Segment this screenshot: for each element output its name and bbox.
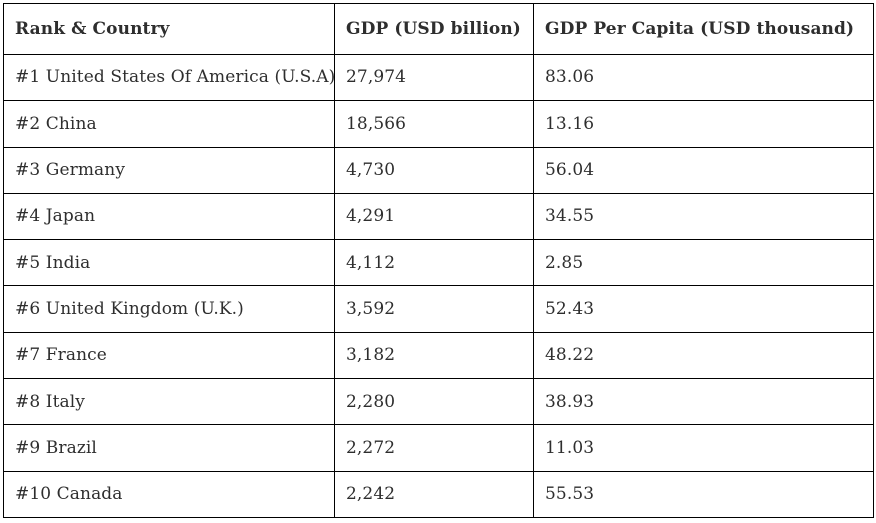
gdp-cell: 3,592 xyxy=(334,285,534,333)
gdp-cell: 2,272 xyxy=(334,424,534,472)
country-cell: #2 China xyxy=(3,100,335,148)
country-cell: #8 Italy xyxy=(3,378,335,426)
table-row: #4 Japan 4,291 34.55 xyxy=(3,192,874,241)
table-row: #5 India 4,112 2.85 xyxy=(3,239,874,287)
gdp-per-capita-cell: 55.53 xyxy=(533,470,874,519)
gdp-per-capita-cell: 56.04 xyxy=(533,146,874,194)
gdp-cell: 4,291 xyxy=(334,192,534,241)
table-body: #1 United States Of America (U.S.A) 27,9… xyxy=(3,53,874,519)
gdp-per-capita-cell: 13.16 xyxy=(533,100,874,148)
country-cell: #10 Canada xyxy=(3,470,335,519)
gdp-per-capita-cell: 52.43 xyxy=(533,285,874,333)
header-gdp-per-capita: GDP Per Capita (USD thousand) xyxy=(533,3,874,55)
country-cell: #3 Germany xyxy=(3,146,335,194)
gdp-per-capita-cell: 11.03 xyxy=(533,424,874,472)
gdp-per-capita-cell: 83.06 xyxy=(533,53,874,102)
gdp-ranking-table: Rank & Country GDP (USD billion) GDP Per… xyxy=(3,3,874,519)
gdp-cell: 2,242 xyxy=(334,470,534,519)
gdp-cell: 18,566 xyxy=(334,100,534,148)
table-row: #6 United Kingdom (U.K.) 3,592 52.43 xyxy=(3,285,874,333)
gdp-cell: 4,112 xyxy=(334,239,534,287)
country-cell: #6 United Kingdom (U.K.) xyxy=(3,285,335,333)
table-row: #9 Brazil 2,272 11.03 xyxy=(3,424,874,472)
header-row: Rank & Country GDP (USD billion) GDP Per… xyxy=(3,3,874,55)
country-cell: #5 India xyxy=(3,239,335,287)
country-cell: #7 France xyxy=(3,331,335,380)
table-header: Rank & Country GDP (USD billion) GDP Per… xyxy=(3,3,874,55)
gdp-per-capita-cell: 38.93 xyxy=(533,378,874,426)
header-rank-country: Rank & Country xyxy=(3,3,335,55)
country-cell: #9 Brazil xyxy=(3,424,335,472)
table-row: #1 United States Of America (U.S.A) 27,9… xyxy=(3,53,874,102)
country-cell: #4 Japan xyxy=(3,192,335,241)
table-row: #3 Germany 4,730 56.04 xyxy=(3,146,874,194)
gdp-cell: 27,974 xyxy=(334,53,534,102)
table-row: #2 China 18,566 13.16 xyxy=(3,100,874,148)
table-row: #7 France 3,182 48.22 xyxy=(3,331,874,380)
table-row: #10 Canada 2,242 55.53 xyxy=(3,470,874,519)
gdp-cell: 3,182 xyxy=(334,331,534,380)
header-gdp: GDP (USD billion) xyxy=(334,3,534,55)
table-row: #8 Italy 2,280 38.93 xyxy=(3,378,874,426)
gdp-cell: 4,730 xyxy=(334,146,534,194)
gdp-cell: 2,280 xyxy=(334,378,534,426)
gdp-per-capita-cell: 34.55 xyxy=(533,192,874,241)
gdp-per-capita-cell: 48.22 xyxy=(533,331,874,380)
country-cell: #1 United States Of America (U.S.A) xyxy=(3,53,335,102)
gdp-per-capita-cell: 2.85 xyxy=(533,239,874,287)
